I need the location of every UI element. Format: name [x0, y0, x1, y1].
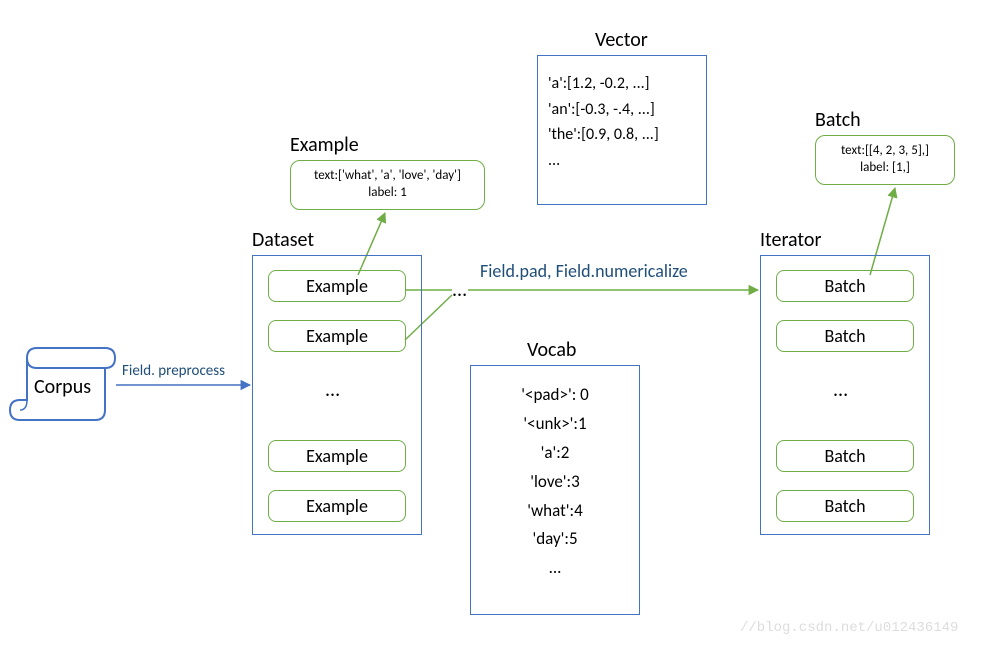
iterator-item-label: Batch — [824, 445, 865, 467]
dataset-item: Example — [268, 320, 406, 352]
vector-line: 'an':[-0.3, -.4, ...] — [548, 97, 696, 123]
iterator-item-label: Batch — [824, 495, 865, 517]
vocab-line: ... — [481, 554, 629, 583]
vocab-box: '<pad>': 0 '<unk>':1 'a':2 'love':3 'wha… — [470, 365, 640, 615]
batch-detail-label: label: [1,] — [860, 160, 910, 177]
dataset-item-label: Example — [306, 445, 368, 467]
iterator-item-label: Batch — [824, 275, 865, 297]
vector-line: 'the':[0.9, 0.8, ...] — [548, 122, 696, 148]
dataset-item: Example — [268, 270, 406, 302]
iterator-item-label: Batch — [824, 325, 865, 347]
dataset-item: Example — [268, 490, 406, 522]
vector-line: ... — [548, 148, 696, 174]
dataset-item-label: Example — [306, 275, 368, 297]
batch-detail-title: Batch — [815, 108, 861, 132]
watermark: //blog.csdn.net/u012436149 — [740, 620, 958, 636]
vocab-line: '<pad>': 0 — [481, 381, 629, 410]
batch-detail-box: text:[[4, 2, 3, 5],] label: [1,] — [815, 135, 955, 185]
vector-line: 'a':[1.2, -0.2, ...] — [548, 71, 696, 97]
iterator-item: Batch — [776, 490, 914, 522]
edge-preprocess-label: Field. preprocess — [122, 362, 225, 380]
batch-detail-text: text:[[4, 2, 3, 5],] — [841, 143, 929, 160]
iterator-title: Iterator — [760, 228, 821, 252]
vocab-line: 'what':4 — [481, 497, 629, 526]
vocab-line: '<unk>':1 — [481, 410, 629, 439]
example-detail-title: Example — [290, 133, 359, 157]
corpus-label: Corpus — [34, 375, 91, 399]
vocab-line: 'a':2 — [481, 439, 629, 468]
example-detail-text: text:['what', 'a', 'love', 'day'] — [314, 168, 461, 185]
vector-box: 'a':[1.2, -0.2, ...] 'an':[-0.3, -.4, ..… — [537, 55, 707, 205]
dataset-item-label: Example — [306, 495, 368, 517]
vocab-line: 'day':5 — [481, 525, 629, 554]
dataset-item-label: Example — [306, 325, 368, 347]
dataset-title: Dataset — [252, 228, 314, 252]
vocab-line: 'love':3 — [481, 468, 629, 497]
vocab-title: Vocab — [527, 338, 576, 362]
dataset-item: Example — [268, 440, 406, 472]
edge-numericalize-label: Field.pad, Field.numericalize — [480, 260, 688, 282]
iterator-ellipsis: ... — [833, 378, 848, 402]
dataset-ellipsis: ... — [325, 378, 340, 402]
example-detail-box: text:['what', 'a', 'love', 'day'] label:… — [290, 160, 485, 210]
mid-ellipsis: ... — [452, 278, 467, 302]
iterator-item: Batch — [776, 320, 914, 352]
iterator-item: Batch — [776, 440, 914, 472]
vector-title: Vector — [595, 28, 648, 52]
example-detail-label: label: 1 — [368, 185, 407, 202]
iterator-item: Batch — [776, 270, 914, 302]
